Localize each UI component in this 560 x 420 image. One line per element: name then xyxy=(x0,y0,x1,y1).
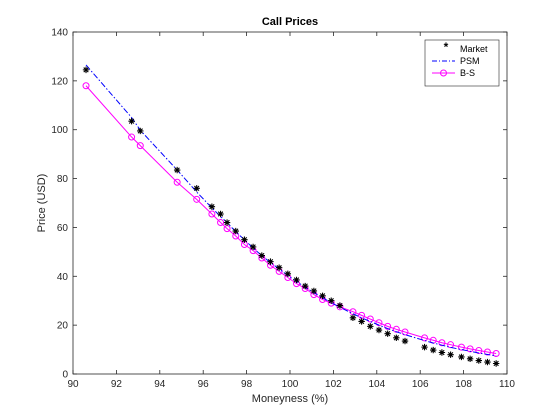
bs-point xyxy=(421,334,429,342)
bs-point xyxy=(82,82,90,90)
market-point xyxy=(349,314,357,322)
chart-title: Call Prices xyxy=(262,16,318,28)
x-tick-label: 92 xyxy=(111,379,123,390)
y-tick-label: 140 xyxy=(51,28,68,39)
series-layer xyxy=(82,64,500,367)
market-point xyxy=(232,227,239,235)
bs-point xyxy=(375,319,383,327)
legend-entry-bs: B-S xyxy=(432,68,475,78)
market-point xyxy=(193,185,200,192)
x-tick-label: 104 xyxy=(368,379,385,390)
y-tick-label: 80 xyxy=(57,174,69,185)
market-point xyxy=(384,330,391,337)
legend-box xyxy=(424,39,500,87)
market-point xyxy=(367,323,374,330)
x-tick-label: 110 xyxy=(499,379,515,390)
bs-point xyxy=(392,325,400,333)
market-point xyxy=(137,127,144,135)
bs-point xyxy=(384,322,392,330)
y-tick-label: 20 xyxy=(57,321,69,332)
x-tick-label: 106 xyxy=(412,379,429,390)
market-point xyxy=(249,243,257,251)
legend-label-psm: PSM xyxy=(460,56,480,66)
axis-ticks: 90 92 94 96 98 100 102 104 106 108 110 0 20 40 60 80 100… xyxy=(51,28,515,391)
x-tick-label: 96 xyxy=(198,379,210,390)
y-tick-label: 100 xyxy=(51,125,68,136)
bs-point xyxy=(136,142,144,150)
legend-entry-market: * Market xyxy=(444,40,488,54)
market-point xyxy=(241,236,248,243)
bs-point xyxy=(401,328,409,336)
market-point xyxy=(421,343,428,351)
market-point xyxy=(401,337,409,345)
x-tick-label: 90 xyxy=(67,379,79,390)
x-tick-label: 100 xyxy=(282,379,299,390)
market-point xyxy=(328,297,335,304)
market-point xyxy=(223,219,231,226)
market-point xyxy=(128,117,135,125)
y-tick-label: 40 xyxy=(57,272,69,283)
market-point xyxy=(173,166,181,174)
bs-point xyxy=(492,349,500,357)
market-point xyxy=(284,270,292,278)
market-point xyxy=(310,287,318,295)
market-point xyxy=(275,264,283,271)
market-point xyxy=(430,346,437,354)
x-axis-label: Moneyness (%) xyxy=(252,393,328,405)
legend-entry-psm: PSM xyxy=(432,56,480,66)
market-point xyxy=(458,353,465,361)
bs-point xyxy=(438,339,446,347)
market-point xyxy=(492,360,500,367)
legend-marker-market: * xyxy=(444,40,449,54)
plot-area xyxy=(72,31,508,375)
market-point xyxy=(375,326,383,334)
x-tick-label: 98 xyxy=(241,379,253,390)
bs-point xyxy=(466,345,474,353)
bs-point xyxy=(483,348,491,356)
market-point xyxy=(438,349,446,356)
bs-point xyxy=(217,219,225,227)
market-point xyxy=(293,276,300,284)
market-point xyxy=(319,292,326,300)
legend: * Market PSM B-S xyxy=(424,39,500,87)
x-tick-label: 102 xyxy=(325,379,342,390)
market-point xyxy=(466,355,474,363)
bs-point xyxy=(475,347,483,355)
y-tick-label: 120 xyxy=(51,76,68,87)
bs-point xyxy=(366,315,374,323)
y-tick-label: 60 xyxy=(57,223,69,234)
market-point xyxy=(208,203,216,210)
y-axis-label: Price (USD) xyxy=(36,174,48,233)
bs-point xyxy=(128,133,136,141)
legend-marker-bs xyxy=(440,69,447,77)
market-point xyxy=(447,351,454,358)
market-point xyxy=(258,252,265,259)
legend-label-bs: B-S xyxy=(460,68,475,78)
y-tick-label: 0 xyxy=(62,370,68,381)
series-line-bs xyxy=(85,85,497,354)
market-point xyxy=(217,210,224,218)
market-point xyxy=(267,258,274,265)
market-point xyxy=(484,358,491,366)
bs-point xyxy=(208,210,216,218)
legend-label-market: Market xyxy=(460,44,488,54)
bs-point xyxy=(173,178,181,186)
x-tick-label: 94 xyxy=(154,379,166,390)
market-point xyxy=(475,357,482,364)
market-point xyxy=(301,282,309,290)
bs-point xyxy=(193,195,201,203)
x-tick-label: 108 xyxy=(455,379,472,390)
market-point xyxy=(393,334,400,342)
bs-point xyxy=(457,343,465,351)
market-point xyxy=(358,318,365,325)
market-point xyxy=(82,66,90,74)
market-point xyxy=(336,302,344,309)
